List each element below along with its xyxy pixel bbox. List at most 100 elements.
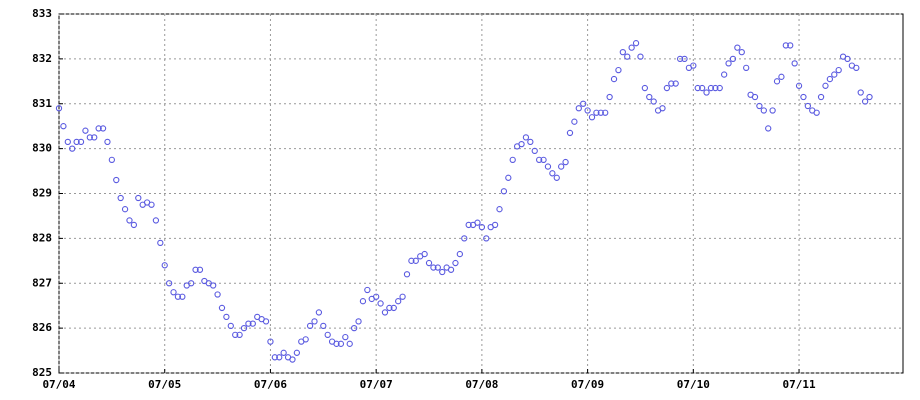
point [518,140,525,148]
point [55,105,63,112]
point [267,338,274,345]
point [320,322,327,330]
point [751,93,759,101]
point [721,71,728,78]
point [350,324,358,332]
point [588,114,596,121]
point [773,78,781,85]
point [566,129,574,137]
point [95,125,102,132]
point [82,127,89,134]
point [703,89,710,96]
point [262,318,270,325]
point [831,71,838,78]
point [311,318,318,325]
point [399,293,406,300]
point [580,100,587,107]
point [157,239,164,247]
point [69,145,76,152]
point [421,250,428,258]
point [712,84,719,92]
point [77,138,85,146]
point [126,217,133,224]
point [381,309,389,316]
point [425,259,433,267]
point [232,331,239,339]
point [403,271,411,278]
point [73,138,80,146]
point [439,268,446,276]
y-tick-label: 825 [32,366,52,379]
point [355,318,362,325]
point [276,354,283,361]
point [373,293,380,300]
point [214,291,221,298]
y-tick-label: 831 [32,97,52,110]
point [743,64,750,71]
point [245,320,252,327]
point [412,257,419,264]
point [223,313,230,321]
point [218,304,226,312]
point [452,259,459,267]
point [271,354,278,361]
point [553,174,560,181]
point [179,293,186,300]
point [791,60,798,67]
point [606,93,613,101]
point [571,118,578,125]
point [857,89,864,96]
point [478,224,486,231]
point [531,147,538,155]
point [646,93,653,101]
point [632,40,640,47]
point [293,349,301,356]
point [527,138,534,146]
point [337,340,345,347]
point [249,320,256,327]
point [130,221,138,229]
point [535,156,543,163]
point [483,235,490,242]
point [787,42,794,49]
point [161,262,168,269]
point [461,235,468,242]
point [593,109,600,116]
point [804,102,812,110]
point [681,55,688,63]
point [853,64,860,71]
point [324,331,331,339]
point [377,300,384,307]
y-tick-label: 833 [32,7,52,20]
point [434,264,441,271]
point [121,206,129,213]
y-tick-label: 830 [32,142,52,155]
point [610,75,618,83]
point [447,266,455,273]
point [769,107,776,114]
point [108,156,116,163]
point [835,66,842,74]
point [500,188,508,195]
point [165,280,173,287]
point [227,322,234,330]
point [289,356,296,363]
point [342,333,349,341]
point [760,107,767,114]
point [707,84,715,92]
point [210,282,217,289]
point [346,340,353,347]
y-tick-label: 832 [32,52,52,65]
x-tick-label: 07/11 [782,378,815,391]
point [619,48,626,56]
x-tick-label: 07/04 [42,378,75,391]
point [597,109,604,116]
point [663,84,671,92]
x-tick-label: 07/05 [148,378,181,391]
point [795,82,803,89]
point [522,134,530,141]
y-tick-label: 827 [32,276,52,289]
point [558,163,565,170]
point [756,102,763,110]
